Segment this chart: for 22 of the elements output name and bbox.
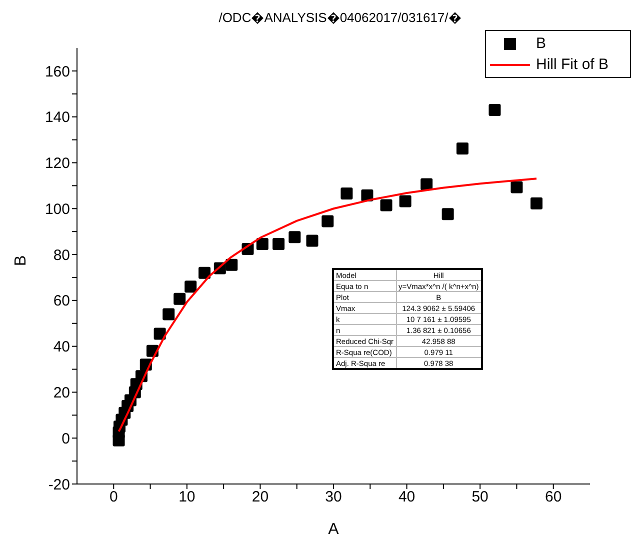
legend-label: Hill Fit of B xyxy=(536,56,609,73)
y-tick-label: 40 xyxy=(53,338,70,356)
y-tick-label: 0 xyxy=(62,430,70,448)
x-tick-label: 60 xyxy=(545,488,562,506)
x-axis-title: A xyxy=(328,521,340,538)
y-tick-label: -20 xyxy=(48,476,70,494)
x-tick-label: 40 xyxy=(398,488,416,506)
chart-title: /ODC�ANALYSIS�04062017/031617/� xyxy=(218,9,462,26)
x-tick-label: 10 xyxy=(178,488,196,506)
y-tick-label: 140 xyxy=(44,109,70,126)
y-tick-label: 60 xyxy=(53,292,70,310)
y-tick-label: 100 xyxy=(44,200,70,218)
legend-label: B xyxy=(536,35,546,52)
x-tick-label: 50 xyxy=(472,488,488,506)
y-tick-label: 80 xyxy=(53,246,70,264)
x-tick-label: 0 xyxy=(109,488,118,506)
y-tick-label: 160 xyxy=(44,63,70,80)
x-tick-label: 20 xyxy=(252,488,269,506)
y-axis-title: B xyxy=(12,255,30,266)
y-tick-label: 120 xyxy=(44,155,70,172)
y-tick-label: 20 xyxy=(53,384,70,402)
x-tick-label: 30 xyxy=(325,488,342,506)
